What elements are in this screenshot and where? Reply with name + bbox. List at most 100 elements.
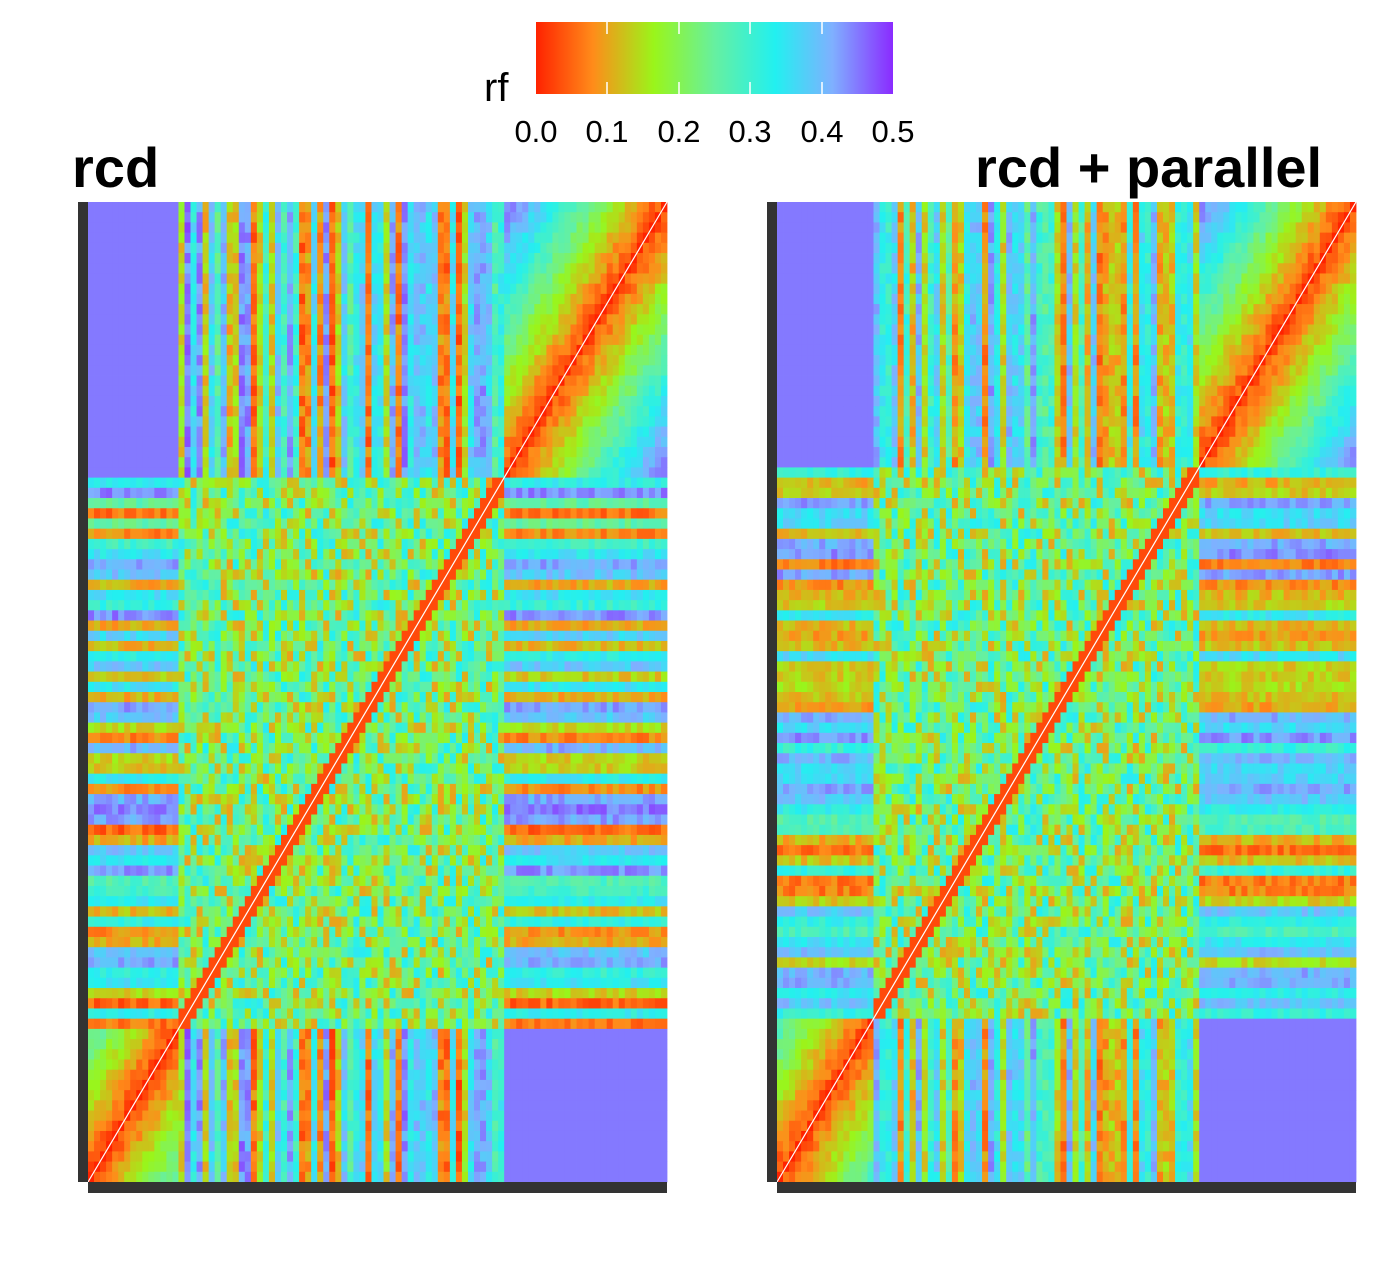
heatmap-cell: [311, 222, 318, 234]
heatmap-cell: [443, 508, 451, 519]
heatmap-cell: [449, 457, 457, 468]
heatmap-cell: [467, 600, 475, 611]
heatmap-cell: [492, 212, 499, 223]
heatmap-cell: [437, 406, 445, 417]
heatmap-cell: [202, 242, 210, 254]
heatmap-cell: [88, 600, 95, 611]
heatmap-cell: [467, 712, 475, 724]
heatmap-cell: [299, 651, 306, 662]
heatmap-cell: [94, 395, 101, 407]
heatmap-cell: [570, 416, 577, 427]
heatmap-cell: [558, 477, 565, 489]
heatmap-cell: [467, 253, 475, 264]
heatmap-cell: [413, 416, 421, 427]
heatmap-cell: [190, 273, 197, 285]
heatmap-cell: [594, 487, 602, 499]
heatmap-cell: [317, 518, 324, 530]
heatmap-cell: [624, 538, 632, 550]
heatmap-cell: [347, 528, 354, 540]
heatmap-cell: [166, 253, 173, 264]
heatmap-cell: [389, 671, 396, 683]
heatmap-cell: [281, 447, 288, 458]
heatmap-cell: [88, 447, 95, 458]
heatmap-cell: [431, 395, 439, 407]
heatmap-cell: [540, 681, 547, 693]
heatmap-cell: [329, 395, 336, 407]
heatmap-cell: [624, 477, 632, 489]
heatmap-cell: [395, 416, 403, 427]
heatmap-cell: [124, 232, 131, 244]
heatmap-cell: [166, 416, 173, 427]
heatmap-cell: [166, 355, 173, 366]
heatmap-cell: [660, 508, 668, 519]
heatmap-cell: [106, 344, 113, 356]
heatmap-cell: [570, 304, 577, 315]
heatmap-cell: [293, 222, 300, 234]
heatmap-cell: [498, 610, 505, 621]
heatmap-cell: [268, 508, 276, 519]
heatmap-cell: [522, 630, 529, 642]
heatmap-cell: [576, 436, 583, 448]
heatmap-cell: [160, 202, 167, 213]
heatmap-cell: [654, 375, 662, 387]
heatmap-cell: [305, 304, 312, 315]
heatmap-cell: [558, 395, 565, 407]
heatmap-cell: [654, 569, 662, 581]
heatmap-cell: [250, 559, 258, 570]
heatmap-cell: [341, 355, 348, 366]
heatmap-cell: [142, 293, 149, 305]
heatmap-cell: [528, 273, 535, 285]
heatmap-cell: [323, 702, 330, 713]
heatmap-cell: [383, 314, 390, 325]
heatmap-cell: [467, 334, 475, 346]
heatmap-cell: [238, 232, 246, 244]
heatmap-cell: [389, 549, 396, 560]
heatmap-cell: [630, 467, 638, 479]
heatmap-cell: [528, 518, 535, 530]
heatmap-cell: [594, 365, 602, 376]
heatmap-cell: [94, 681, 101, 693]
heatmap-cell: [534, 681, 541, 693]
heatmap-cell: [160, 304, 167, 315]
heatmap-cell: [606, 559, 614, 570]
heatmap-cell: [335, 406, 342, 417]
heatmap-cell: [268, 538, 276, 550]
heatmap-cell: [552, 702, 559, 713]
heatmap-cell: [534, 355, 541, 366]
heatmap-cell: [232, 202, 240, 213]
heatmap-cell: [190, 600, 197, 611]
heatmap-cell: [353, 436, 360, 448]
heatmap-cell: [570, 334, 577, 346]
heatmap-cell: [552, 395, 559, 407]
heatmap-cell: [208, 620, 216, 632]
heatmap-cell: [612, 498, 620, 509]
heatmap-cell: [636, 538, 644, 550]
heatmap-cell: [624, 457, 632, 468]
heatmap-cell: [594, 549, 602, 560]
heatmap-cell: [546, 447, 553, 458]
heatmap-cell: [371, 712, 378, 724]
heatmap-cell: [413, 610, 421, 621]
heatmap-cell: [232, 538, 240, 550]
heatmap-cell: [160, 263, 167, 274]
heatmap-cell: [106, 385, 113, 397]
heatmap-cell: [160, 569, 167, 581]
heatmap-cell: [184, 610, 191, 621]
heatmap-cell: [353, 518, 360, 530]
heatmap-cell: [88, 487, 95, 499]
heatmap-cell: [208, 314, 216, 325]
heatmap-cell: [552, 681, 559, 693]
heatmap-cell: [455, 702, 463, 713]
heatmap-cell: [196, 661, 203, 672]
heatmap-cell: [226, 671, 234, 683]
heatmap-cell: [413, 232, 421, 244]
heatmap-cell: [256, 528, 264, 540]
heatmap-cell: [172, 334, 179, 346]
heatmap-cell: [124, 344, 131, 356]
heatmap-cell: [268, 702, 276, 713]
heatmap-cell: [220, 426, 228, 438]
heatmap-cell: [419, 549, 427, 560]
heatmap-cell: [576, 263, 583, 274]
heatmap-cell: [262, 600, 270, 611]
heatmap-cell: [202, 283, 210, 295]
